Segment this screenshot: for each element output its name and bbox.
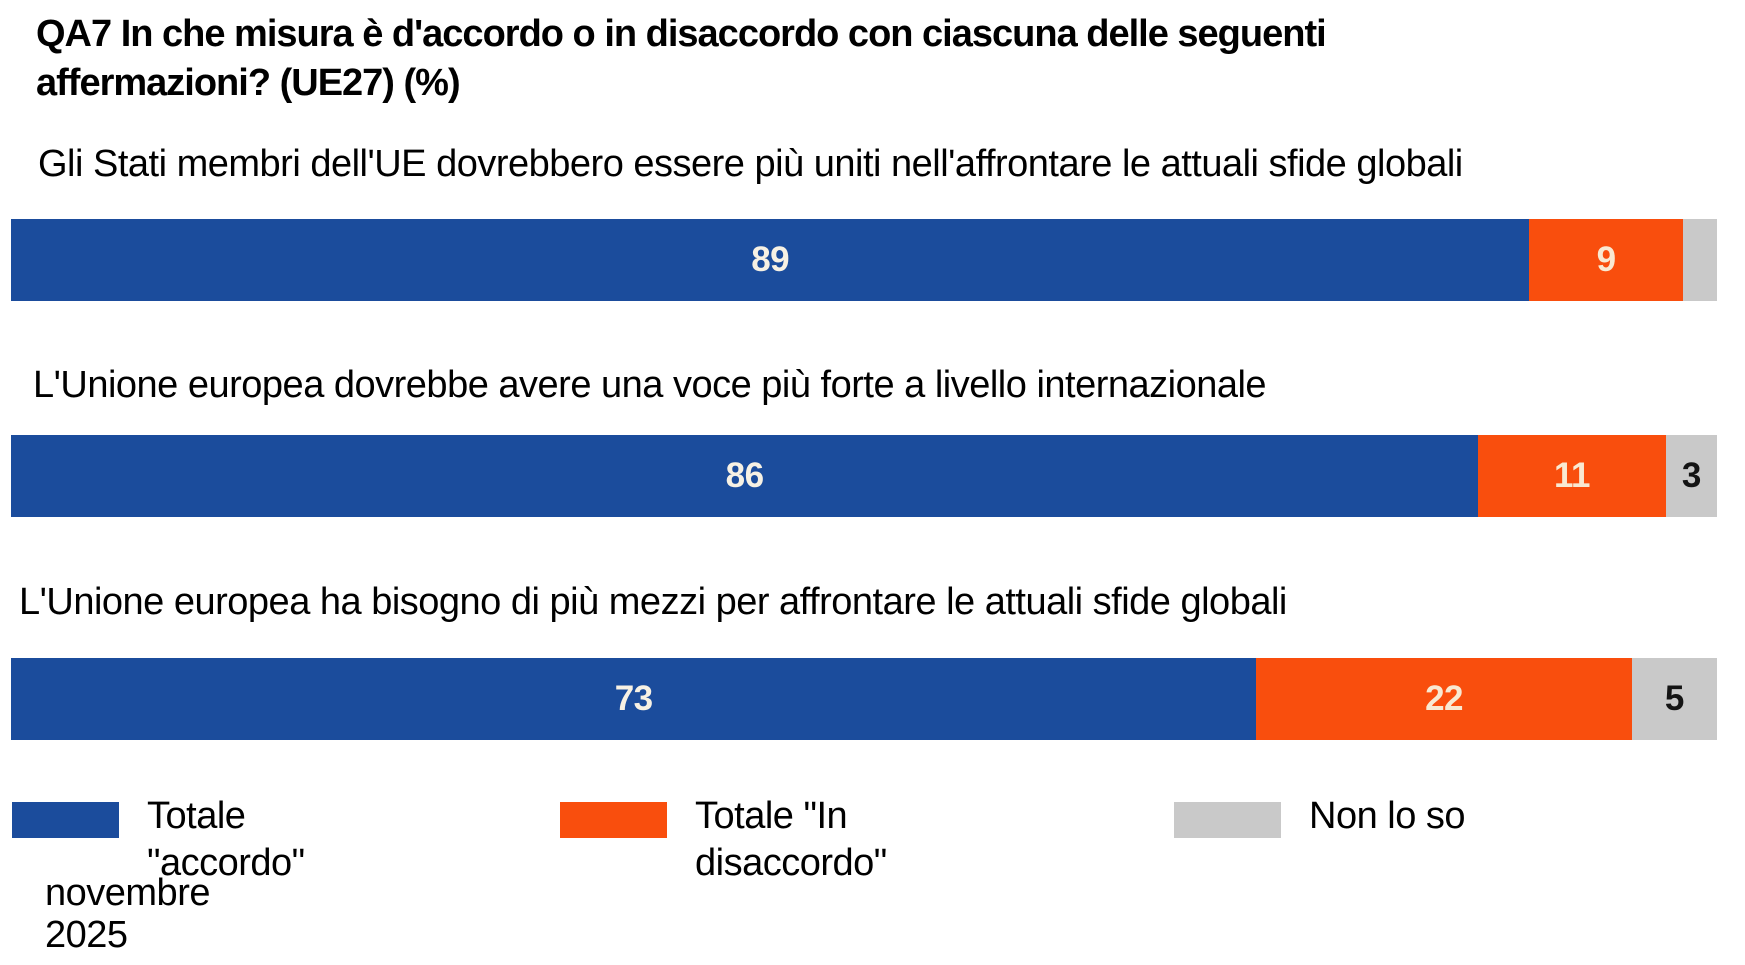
chart-title-line1: QA7 In che misura è d'accordo o in disac… — [36, 13, 1327, 55]
bar-segment-disagree: 9 — [1529, 219, 1683, 301]
date-label-line2: 2025 — [45, 914, 128, 956]
statement-label: L'Unione europea ha bisogno di più mezzi… — [19, 581, 1287, 623]
value-label: 86 — [725, 456, 764, 495]
legend-label-line: "accordo" — [147, 842, 305, 884]
bar-row: 73 22 5 — [11, 658, 1717, 740]
bar-segment-dontknow: 5 — [1631, 658, 1717, 740]
legend-item-disagree: Totale "In disaccordo" — [560, 793, 887, 887]
bar-segment-agree: 89 — [11, 219, 1530, 301]
legend-label-line: Totale — [147, 795, 246, 837]
bar-segment-dontknow: 3 — [1665, 435, 1717, 517]
chart-title: QA7 In che misura è d'accordo o in disac… — [36, 10, 1327, 108]
legend-swatch-disagree — [560, 802, 667, 838]
legend-swatch-dontknow — [1174, 802, 1281, 838]
value-label: 5 — [1664, 679, 1684, 718]
legend-label-line: Totale "In — [695, 795, 848, 837]
value-label: 22 — [1425, 679, 1463, 718]
date-label: novembre 2025 — [45, 872, 210, 956]
legend-label-disagree: Totale "In disaccordo" — [695, 793, 887, 887]
bar-row: 86 11 3 — [11, 435, 1717, 517]
legend-label-agree: Totale "accordo" — [147, 793, 305, 887]
legend-item-dontknow: Non lo so — [1174, 793, 1466, 840]
value-label: 73 — [614, 679, 653, 718]
statement-label: Gli Stati membri dell'UE dovrebbero esse… — [38, 143, 1463, 185]
bar-segment-agree: 73 — [11, 658, 1257, 740]
value-label: 89 — [751, 240, 790, 279]
value-label: 3 — [1681, 456, 1701, 495]
legend-label-line: Non lo so — [1309, 795, 1466, 837]
bar-segment-disagree: 22 — [1256, 658, 1632, 740]
value-label: 11 — [1553, 456, 1591, 495]
legend-swatch-agree — [12, 802, 119, 838]
legend-item-agree: Totale "accordo" — [12, 793, 305, 887]
bar-segment-agree: 86 — [11, 435, 1479, 517]
date-label-line1: novembre — [45, 872, 210, 914]
bar-segment-disagree: 11 — [1478, 435, 1666, 517]
bar-row: 89 9 — [11, 219, 1717, 301]
statement-label: L'Unione europea dovrebbe avere una voce… — [33, 364, 1267, 406]
bar-segment-dontknow — [1682, 219, 1717, 301]
legend-label-dontknow: Non lo so — [1309, 793, 1466, 840]
legend-label-line: disaccordo" — [695, 842, 887, 884]
chart-title-line2: affermazioni? (UE27) (%) — [36, 62, 461, 104]
value-label: 9 — [1596, 240, 1616, 279]
